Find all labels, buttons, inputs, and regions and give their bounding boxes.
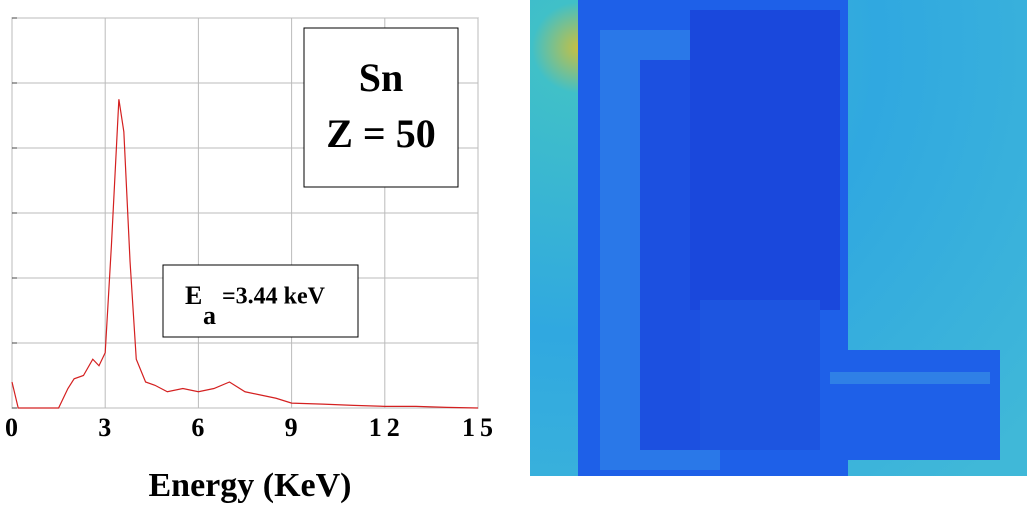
- annotation: E: [185, 281, 202, 310]
- annotation: Sn: [359, 55, 404, 100]
- x-tick-label: 3: [98, 413, 116, 442]
- x-tick-label: 9: [285, 413, 303, 442]
- annotation-box: [304, 28, 458, 187]
- x-tick-label: 15: [462, 413, 498, 442]
- page: {"chart_data": {"type": "line", "x": [0,…: [0, 0, 1027, 508]
- chart: 0 3 6 9 12 15 Sn Z = 50 E a =3.44 keV Energy …: [0, 0, 1027, 508]
- annotation: Z = 50: [326, 111, 435, 156]
- sample-map: [530, 0, 1027, 476]
- x-tick-label: 12: [369, 413, 405, 442]
- annotation: =3.44 keV: [222, 284, 326, 310]
- annotation: a: [203, 301, 216, 330]
- x-tick-label: 6: [191, 413, 209, 442]
- x-axis-label: Energy (KeV): [148, 467, 351, 504]
- x-tick-label: 0: [5, 413, 23, 442]
